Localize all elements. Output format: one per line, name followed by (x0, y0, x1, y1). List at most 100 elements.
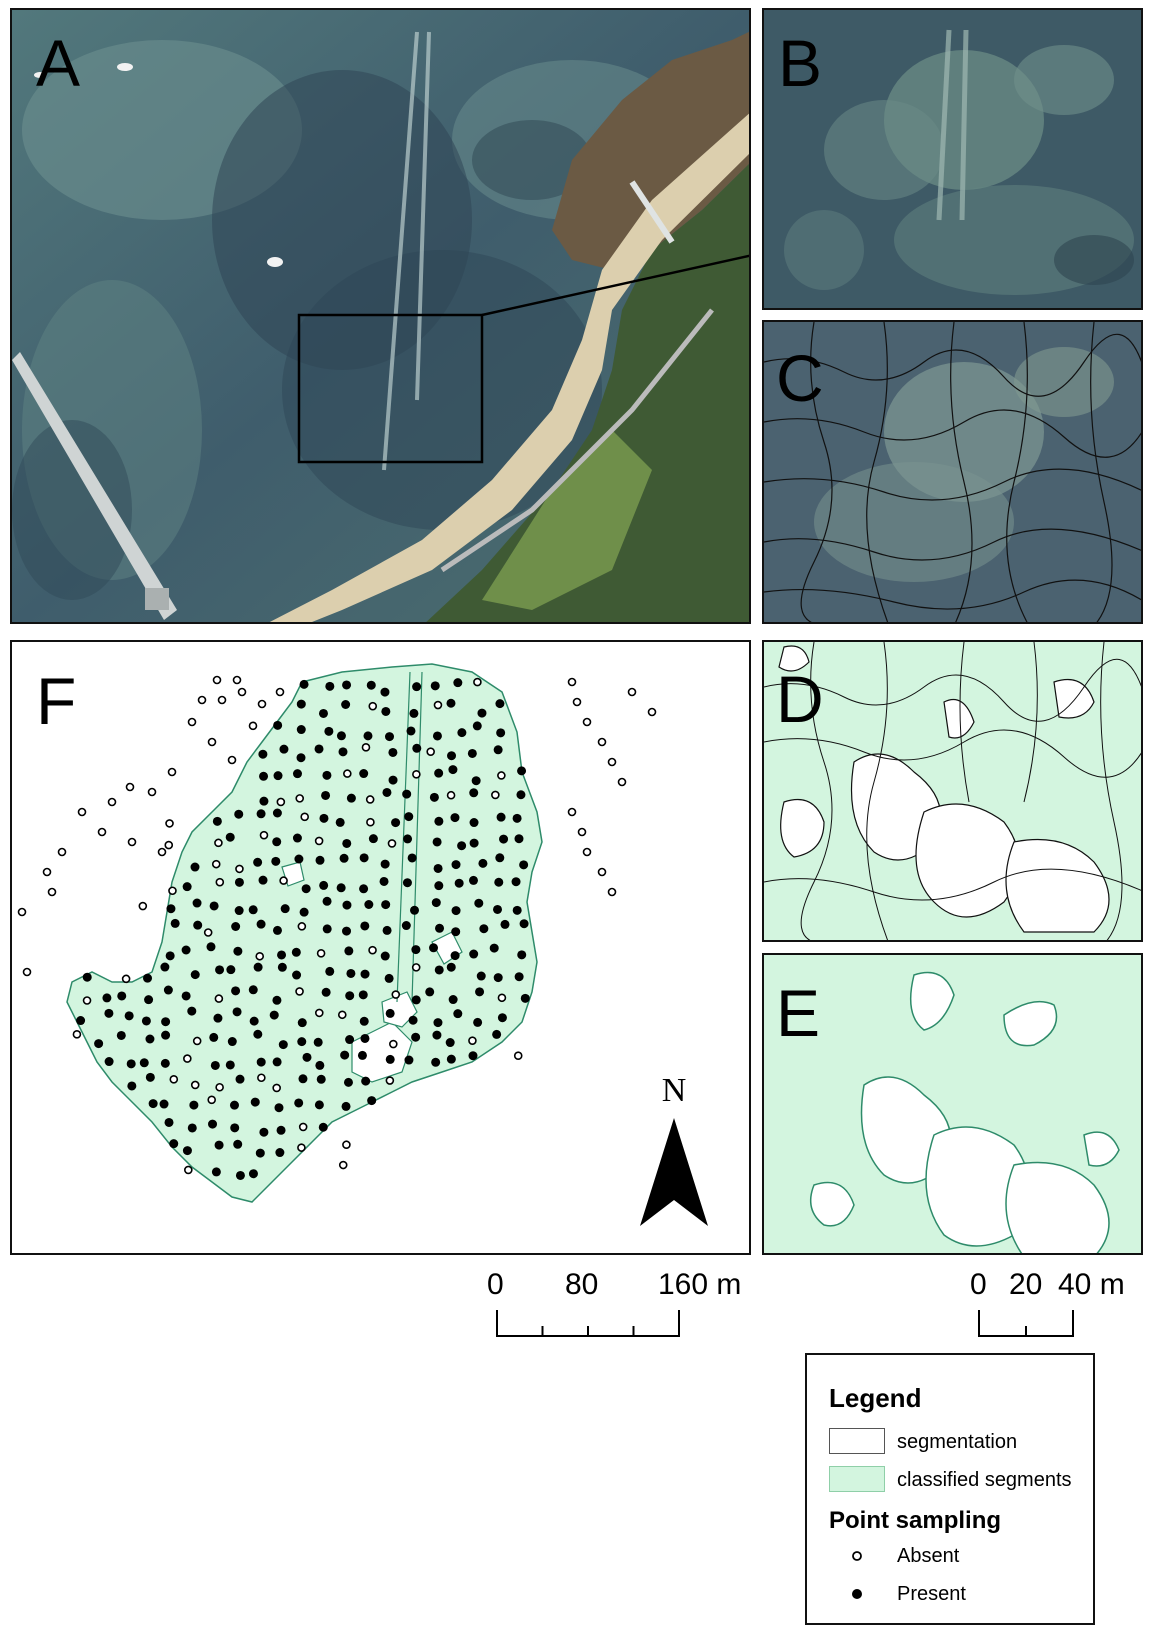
present-point (321, 987, 331, 997)
present-point (432, 837, 442, 847)
present-point (211, 1167, 221, 1177)
present-point (322, 924, 332, 934)
present-point (292, 769, 302, 779)
present-point (94, 1039, 104, 1049)
scale-main-tick-2: 160 m (658, 1268, 742, 1301)
scale-main-tick-0: 0 (487, 1268, 504, 1301)
present-point (446, 1054, 456, 1064)
present-point (164, 1117, 174, 1127)
present-point (143, 973, 153, 983)
present-point (385, 732, 395, 742)
absent-point (314, 1008, 324, 1018)
present-point (187, 1006, 197, 1016)
absent-point (366, 817, 375, 827)
absent-point (295, 987, 304, 996)
present-point (181, 991, 191, 1001)
present-point (321, 790, 331, 800)
present-point (450, 813, 460, 823)
present-point (359, 884, 369, 894)
present-point (367, 1096, 377, 1106)
present-point (161, 1030, 171, 1040)
present-point (296, 725, 306, 735)
absent-point (157, 847, 167, 857)
absent-point (343, 769, 352, 778)
present-point (259, 771, 269, 781)
present-point (292, 970, 302, 980)
present-point-icon (852, 1589, 862, 1599)
present-point (345, 991, 355, 1001)
absent-point (235, 864, 244, 874)
present-point (193, 920, 203, 930)
legend-absent-label: Absent (897, 1545, 960, 1567)
present-point (296, 699, 306, 709)
present-point (412, 682, 422, 692)
present-point (410, 905, 420, 915)
present-point (469, 818, 479, 828)
present-point (277, 950, 287, 960)
present-point (126, 1059, 136, 1069)
present-point (511, 877, 521, 887)
present-point (280, 904, 290, 914)
present-point (472, 721, 482, 731)
present-point (248, 1169, 258, 1179)
present-point (189, 1100, 199, 1110)
present-point (346, 968, 356, 978)
present-point (379, 876, 389, 886)
present-point (429, 943, 439, 953)
absent-point (361, 743, 371, 752)
present-point (345, 1035, 355, 1045)
absent-point (582, 847, 592, 857)
present-point (256, 809, 266, 819)
present-point (248, 905, 258, 915)
present-point (448, 995, 458, 1005)
present-point (272, 995, 282, 1005)
present-point (271, 856, 281, 866)
present-point (450, 951, 460, 961)
present-point (469, 838, 479, 848)
present-point (516, 790, 526, 800)
present-point (517, 766, 527, 776)
present-point (517, 950, 527, 960)
present-point (402, 878, 412, 888)
present-point (325, 966, 335, 976)
absent-point (567, 677, 577, 687)
present-point (453, 1009, 463, 1019)
absent-point (77, 807, 87, 817)
absent-point (197, 695, 207, 705)
present-point (476, 971, 486, 981)
present-point (382, 787, 392, 797)
present-point (336, 883, 346, 893)
present-point (446, 962, 456, 972)
absent-point (125, 782, 135, 792)
present-point (512, 905, 522, 915)
present-point (315, 855, 325, 865)
present-point (434, 881, 444, 891)
present-point (248, 985, 258, 995)
absent-point (259, 830, 269, 840)
absent-point (183, 1054, 192, 1063)
absent-point (207, 1095, 216, 1105)
segment-boundaries (764, 322, 1141, 622)
present-point (182, 882, 192, 892)
present-point (493, 904, 503, 914)
present-point (250, 1097, 260, 1107)
present-point (492, 1029, 502, 1039)
present-point (341, 700, 351, 710)
present-point (296, 753, 306, 763)
panel-e-classified-segments (762, 953, 1143, 1255)
present-point (258, 749, 268, 759)
present-point (141, 1016, 151, 1026)
absent-point (607, 887, 617, 897)
absent-point (217, 695, 227, 705)
present-point (298, 1074, 308, 1084)
panel-d-label: D (776, 662, 824, 736)
present-point (385, 1054, 395, 1064)
present-point (231, 922, 241, 932)
absent-point (389, 1039, 398, 1049)
panel-c-label: C (776, 341, 824, 415)
absent-point (107, 797, 117, 807)
present-point (160, 962, 170, 972)
present-point (360, 1033, 370, 1043)
present-point (411, 1032, 421, 1042)
present-point (139, 1058, 149, 1068)
